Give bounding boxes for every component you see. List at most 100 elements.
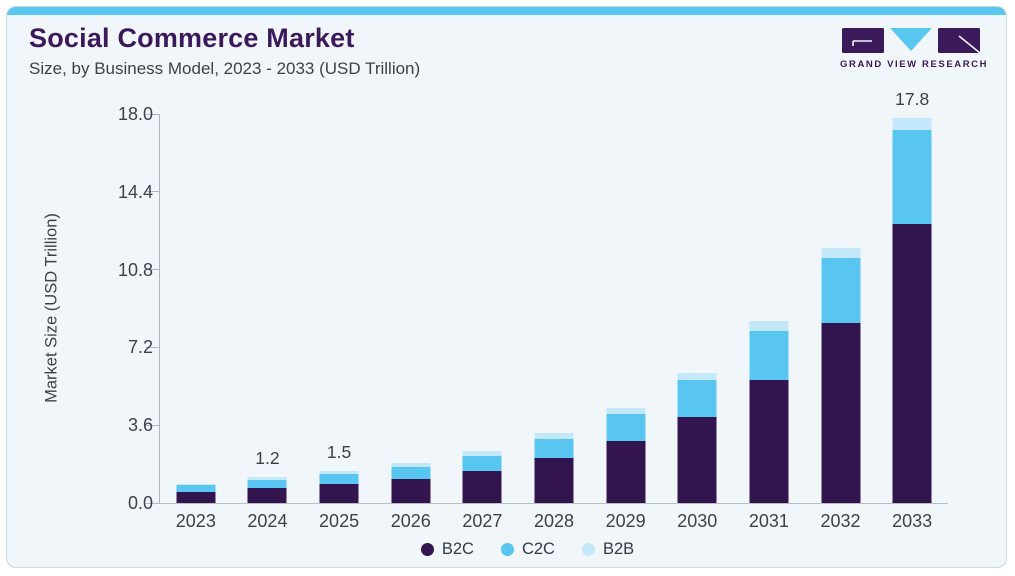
bar-segment-b2c-2031 [749, 379, 789, 503]
legend-swatch-c2c [500, 543, 514, 556]
x-tick-label-2027: 2027 [462, 511, 503, 531]
x-tick-label-2024: 2024 [247, 511, 288, 531]
legend-item-b2c: B2C [420, 540, 474, 559]
page-title: Social Commerce Market [29, 23, 355, 53]
y-tick-label: 18.0 [117, 104, 153, 124]
bar-2029 [606, 407, 646, 503]
legend-swatch-b2c [420, 543, 434, 556]
bar-segment-b2c-2032 [821, 322, 861, 503]
legend-item-b2b: B2B [581, 540, 635, 559]
chart-card: Social Commerce Market Size, by Business… [6, 6, 1007, 568]
bar-segment-c2c-2026 [391, 466, 431, 480]
legend-swatch-b2b [581, 543, 595, 556]
bar-slot-2026: 2026 [375, 114, 447, 531]
bar-segment-b2c-2033 [892, 224, 932, 503]
bar-slot-2031: 2031 [733, 114, 805, 531]
x-tick-label-2025: 2025 [319, 511, 360, 531]
y-tick-label: 14.4 [117, 181, 153, 202]
y-tick-mark [146, 424, 159, 426]
bar-segment-b2c-2026 [391, 479, 431, 503]
bar-segment-b2b-2029 [606, 407, 646, 415]
y-tick-label: 7.2 [127, 337, 153, 358]
chart-legend: B2C C2C B2B [160, 540, 895, 559]
bar-2028 [534, 433, 574, 503]
x-tick-label-2029: 2029 [605, 511, 646, 531]
y-tick-label: 0.0 [127, 493, 153, 513]
bar-value-label-2033: 17.8 [895, 89, 930, 110]
bar-segment-c2c-2033 [892, 130, 932, 225]
bar-segment-b2b-2026 [391, 463, 431, 467]
bar-slot-2027: 2027 [447, 114, 519, 531]
bar-2033 [892, 118, 932, 503]
page-subtitle: Size, by Business Model, 2023 - 2033 (US… [29, 59, 421, 78]
x-tick-label-2028: 2028 [533, 511, 574, 531]
bar-2031 [749, 321, 789, 503]
bar-segment-b2b-2031 [749, 321, 789, 332]
bar-segment-b2c-2028 [534, 457, 574, 503]
bar-segment-b2c-2025 [319, 484, 359, 503]
bar-segment-c2c-2025 [319, 473, 359, 485]
x-tick-label-2030: 2030 [677, 511, 718, 531]
legend-label-b2c: B2C [441, 540, 474, 558]
card-accent-bar [7, 7, 1006, 15]
bar-2024 [247, 477, 287, 503]
bar-slot-2028: 2028 [518, 114, 590, 531]
bar-slot-2023: 2023 [160, 114, 232, 531]
bar-slot-2033: 17.8 2033 [876, 89, 948, 531]
bar-slot-2025: 1.5 2025 [303, 114, 375, 531]
bar-slot-2032: 2032 [805, 114, 877, 531]
bar-segment-c2c-2030 [677, 379, 717, 417]
x-tick-label-2033: 2033 [892, 511, 933, 531]
bar-segment-b2b-2033 [892, 118, 932, 131]
legend-label-b2b: B2B [602, 540, 635, 558]
bar-2030 [677, 373, 717, 503]
bar-value-label-2024: 1.2 [255, 448, 280, 469]
y-tick-mark [146, 346, 159, 348]
legend-label-c2c: C2C [521, 540, 555, 558]
bar-segment-c2c-2031 [749, 331, 789, 380]
bar-segment-b2c-2023 [176, 492, 216, 503]
bar-slot-2029: 2029 [590, 114, 662, 531]
plot-area: 0.0 3.6 7.2 10.8 14.4 18.0 2023 1.2 2024 1.5 2025 2… [118, 89, 948, 531]
y-tick-label: 10.8 [117, 259, 153, 280]
bar-segment-c2c-2023 [176, 485, 216, 493]
bar-2032 [821, 248, 861, 503]
bar-slot-2024: 1.2 2024 [232, 114, 304, 531]
bar-segment-c2c-2029 [606, 414, 646, 442]
bar-slot-2030: 2030 [661, 114, 733, 531]
y-tick-label: 3.6 [127, 415, 153, 436]
x-axis-line [146, 503, 948, 504]
bar-segment-b2b-2024 [247, 477, 287, 480]
bar-segment-b2b-2028 [534, 433, 574, 440]
y-axis-title: Market Size (USD Trillion) [42, 213, 61, 403]
y-tick-mark [146, 113, 159, 115]
bar-segment-b2b-2025 [319, 470, 359, 474]
bar-2023 [176, 483, 216, 503]
bar-value-label-2025: 1.5 [326, 441, 352, 462]
x-tick-label-2026: 2026 [390, 511, 431, 531]
bar-segment-c2c-2028 [534, 439, 574, 458]
bar-segment-c2c-2032 [821, 257, 861, 323]
x-tick-label-2032: 2032 [820, 511, 861, 531]
stacked-bar-chart: Market Size (USD Trillion) 0.0 3.6 7.2 10.8… [7, 7, 1006, 567]
bar-segment-b2c-2027 [462, 470, 502, 503]
bar-segment-b2c-2024 [247, 488, 287, 503]
bar-2027 [462, 450, 502, 503]
y-axis-line [159, 114, 160, 503]
bar-segment-b2c-2030 [677, 416, 717, 503]
bar-segment-b2b-2030 [677, 373, 717, 380]
y-tick-mark [146, 191, 159, 193]
bar-2025 [319, 470, 359, 503]
bar-segment-b2c-2029 [606, 441, 646, 503]
bar-segment-c2c-2027 [462, 455, 502, 471]
x-tick-label-2023: 2023 [175, 511, 216, 531]
bar-segment-c2c-2024 [247, 479, 287, 489]
gvr-logo-mark [842, 28, 980, 54]
bar-segment-b2b-2032 [821, 248, 861, 258]
bar-segment-b2b-2027 [462, 450, 502, 456]
y-tick-mark [146, 502, 159, 504]
y-tick-mark [146, 269, 159, 271]
bar-segment-b2b-2023 [176, 483, 216, 486]
grand-view-research-logo: GRAND VIEW RESEARCH [840, 27, 987, 70]
legend-item-c2c: C2C [500, 540, 555, 559]
